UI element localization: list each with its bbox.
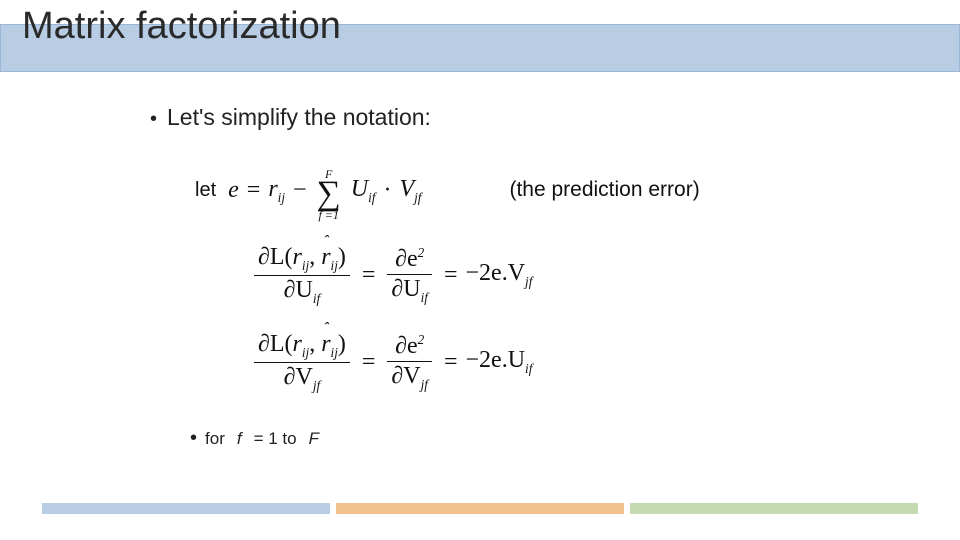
if-res: if <box>525 361 532 376</box>
close-paren: ) <box>338 244 346 270</box>
neg2eU: −2e.U <box>466 347 526 373</box>
for-text: for <box>205 429 225 449</box>
sym-U: U <box>351 176 368 202</box>
range-text: = 1 to <box>254 429 297 449</box>
prediction-error-note: (the prediction error) <box>509 178 699 202</box>
footer-seg-1 <box>42 503 330 514</box>
f-var: f <box>237 429 242 449</box>
open-paren: ( <box>285 244 293 270</box>
eq-sign-2b: = <box>444 349 458 376</box>
dU: ∂U <box>284 277 313 303</box>
sym-dot: · <box>383 177 391 204</box>
sym-V: V <box>399 176 414 202</box>
sym-r: r <box>268 176 277 202</box>
dU2: ∂U <box>391 276 420 302</box>
open2: ( <box>285 331 293 357</box>
page-title: Matrix factorization <box>22 5 341 48</box>
dL: ∂L <box>258 244 285 270</box>
jf-res: jf <box>525 274 532 289</box>
equation-dL-dU: ∂L(rij, rij) ∂Uif = ∂e2 ∂Uif = −2e.Vjf <box>250 245 532 305</box>
jf-den2: jf <box>421 377 428 392</box>
if-den: if <box>313 290 320 305</box>
jf-den: jf <box>313 377 320 392</box>
sq-b: 2 <box>418 332 425 347</box>
sub-if: if <box>368 189 375 204</box>
eq-sign-1b: = <box>444 262 458 289</box>
sym-minus: − <box>293 177 307 204</box>
ij1b: ij <box>331 258 338 273</box>
sub-jf: jf <box>414 189 421 204</box>
neg2eV: −2e.V <box>466 260 526 286</box>
r1: r <box>293 244 302 270</box>
comma1: , <box>309 244 315 270</box>
de2-b: ∂e <box>395 333 418 359</box>
sym-e: e <box>228 177 239 204</box>
if-den2: if <box>421 290 428 305</box>
sigma-icon: F ∑ f =1 <box>317 168 341 221</box>
footer-seg-3 <box>630 503 918 514</box>
content-area: • Let's simplify the notation: <box>150 104 910 131</box>
sub-bullet: • for f = 1 to F <box>190 428 319 449</box>
dL2: ∂L <box>258 331 285 357</box>
main-bullet: • Let's simplify the notation: <box>150 104 910 131</box>
frac-de2-dU: ∂e2 ∂Uif <box>387 246 432 305</box>
F-var: F <box>309 429 319 449</box>
equation-dL-dV: ∂L(rij, rij) ∂Vjf = ∂e2 ∂Vjf = −2e.Uif <box>250 332 532 392</box>
sigma-lower: f =1 <box>318 209 338 221</box>
sym-eq: = <box>247 177 261 204</box>
close2: ) <box>338 331 346 357</box>
ij2b: ij <box>331 345 338 360</box>
sub-bullet-dot-icon: • <box>190 428 197 448</box>
sq-a: 2 <box>418 245 425 260</box>
dV2: ∂V <box>391 363 420 389</box>
rhat1: r <box>321 245 330 270</box>
r2: r <box>293 331 302 357</box>
sigma-symbol: ∑ <box>317 180 341 209</box>
title-band-wrap: Matrix factorization <box>0 0 960 78</box>
footer-seg-2 <box>336 503 624 514</box>
dV: ∂V <box>284 364 313 390</box>
main-bullet-text: Let's simplify the notation: <box>167 104 431 131</box>
footer-stripe <box>42 503 918 514</box>
frac-de2-dV: ∂e2 ∂Vjf <box>387 333 432 392</box>
sub-ij: ij <box>278 189 285 204</box>
de2-a: ∂e <box>395 246 418 272</box>
comma2: , <box>309 331 315 357</box>
eq-sign-2: = <box>362 349 376 376</box>
eq-sign-1: = <box>362 262 376 289</box>
frac-dL-dU: ∂L(rij, rij) ∂Uif <box>254 245 350 305</box>
bullet-dot-icon: • <box>150 109 157 129</box>
let-word: let <box>195 179 216 202</box>
rhat2: r <box>321 332 330 357</box>
frac-dL-dV: ∂L(rij, rij) ∂Vjf <box>254 332 350 392</box>
equation-error-def: let e = rij − F ∑ f =1 Uif · Vjf (the pr… <box>195 164 700 217</box>
